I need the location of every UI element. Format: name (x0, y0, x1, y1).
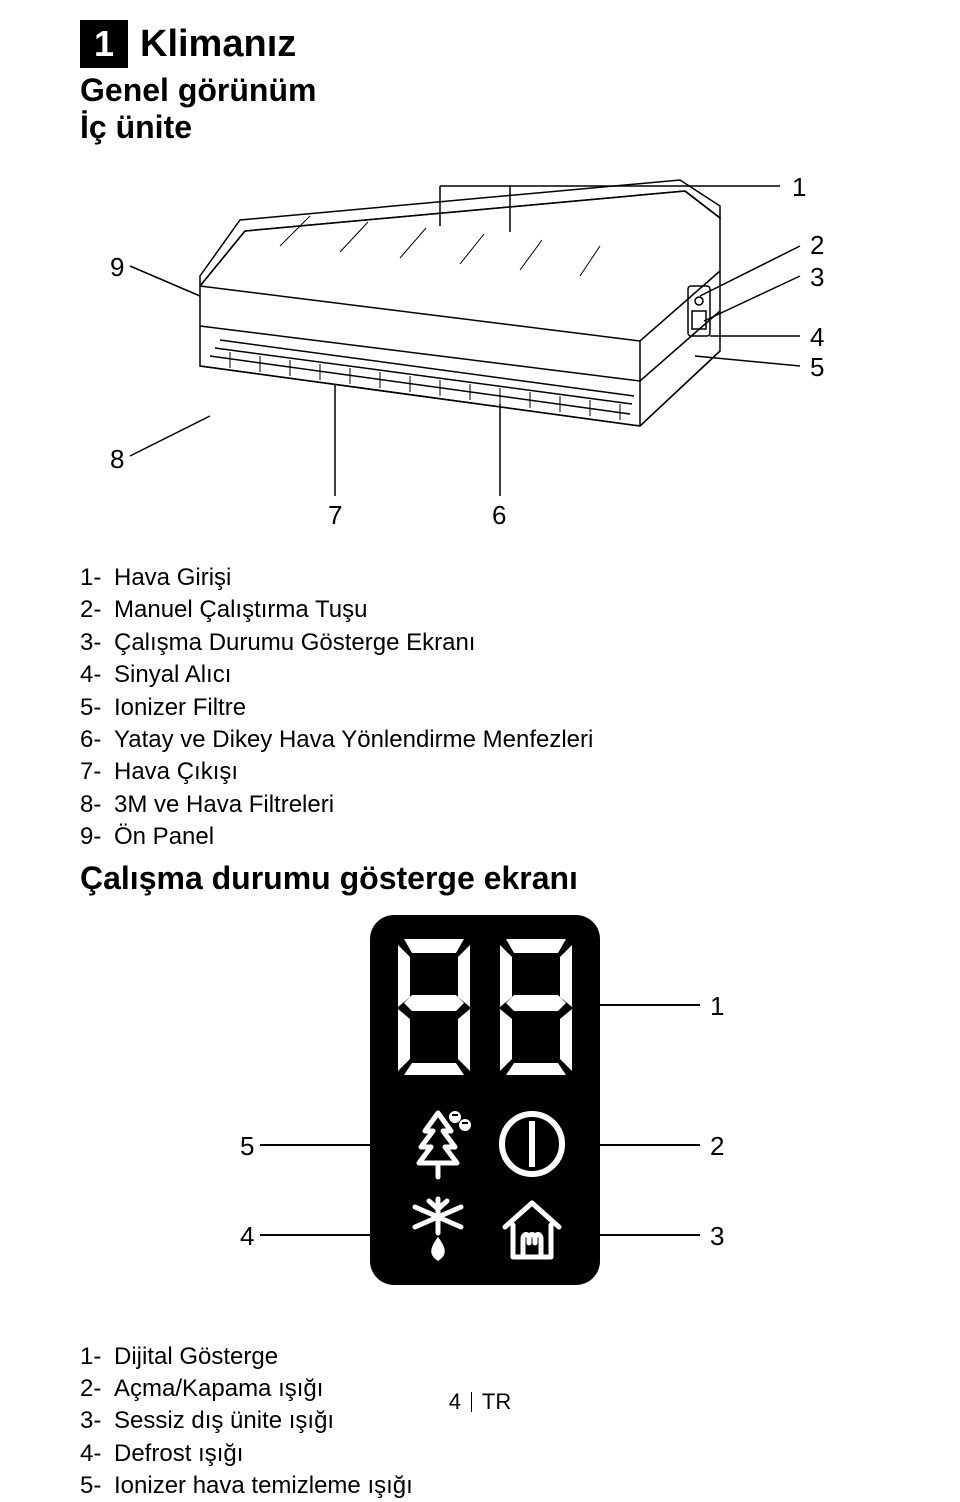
callout-5: 5 (810, 352, 824, 383)
status-callout-2: 2 (710, 1131, 724, 1162)
status-display-leaders (80, 915, 880, 1335)
legend-row: 9-Ön Panel (80, 821, 880, 853)
legend-row: 1-Hava Girişi (80, 562, 880, 594)
subtitle-indoor-unit: İç ünite (80, 109, 880, 146)
section-header: 1 Klimanız (80, 20, 880, 68)
legend-row: 1-Dijital Gösterge (80, 1341, 880, 1373)
page-lang: TR (482, 1389, 511, 1414)
callout-4: 4 (810, 322, 824, 353)
status-display-diagram: 1 2 3 4 5 (80, 915, 880, 1335)
callout-3: 3 (810, 262, 824, 293)
section-title: Klimanız (140, 23, 296, 66)
callout-7: 7 (328, 500, 342, 531)
callout-6: 6 (492, 500, 506, 531)
legend-row: 8-3M ve Hava Filtreleri (80, 789, 880, 821)
footer-divider (471, 1392, 472, 1412)
callout-8: 8 (110, 444, 124, 475)
legend-row: 5-Ionizer Filtre (80, 692, 880, 724)
section-number-badge: 1 (80, 20, 128, 68)
legend-row: 7-Hava Çıkışı (80, 756, 880, 788)
indoor-unit-diagram: 1 2 3 4 5 6 7 8 9 (80, 156, 880, 556)
legend-row: 6-Yatay ve Dikey Hava Yönlendirme Menfez… (80, 724, 880, 756)
status-display-legend: 1-Dijital Gösterge 2-Açma/Kapama ışığı 3… (80, 1341, 880, 1502)
legend-row: 3-Çalışma Durumu Gösterge Ekranı (80, 627, 880, 659)
indoor-unit-svg (80, 156, 880, 556)
status-callout-4: 4 (240, 1221, 254, 1252)
legend-row: 5-Ionizer hava temizleme ışığı (80, 1470, 880, 1502)
callout-2: 2 (810, 230, 824, 261)
status-callout-3: 3 (710, 1221, 724, 1252)
page-footer: 4 TR (0, 1389, 960, 1415)
page-number: 4 (449, 1389, 461, 1414)
status-callout-5: 5 (240, 1131, 254, 1162)
subtitle-general-view: Genel görünüm (80, 72, 880, 109)
legend-row: 4-Defrost ışığı (80, 1438, 880, 1470)
status-display-title: Çalışma durumu gösterge ekranı (80, 860, 880, 897)
legend-row: 4-Sinyal Alıcı (80, 659, 880, 691)
status-callout-1: 1 (710, 991, 724, 1022)
legend-row: 2-Manuel Çalıştırma Tuşu (80, 594, 880, 626)
callout-1: 1 (792, 172, 806, 203)
indoor-unit-legend: 1-Hava Girişi 2-Manuel Çalıştırma Tuşu 3… (80, 562, 880, 854)
callout-9: 9 (110, 252, 124, 283)
